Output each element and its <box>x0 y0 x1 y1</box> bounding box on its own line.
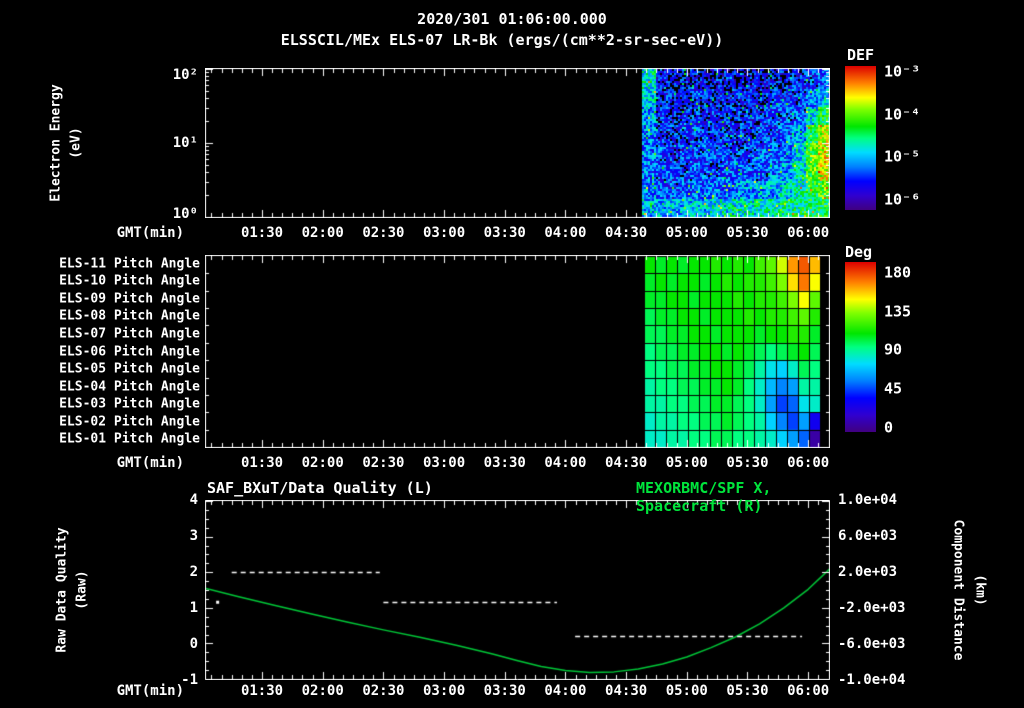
x-tick-label: 02:00 <box>301 455 344 471</box>
x-tick-label: 06:00 <box>787 225 830 241</box>
y-axis-title: Component Distance <box>950 519 966 661</box>
x-tick-label: 02:00 <box>301 225 344 241</box>
row-label: ELS-06 Pitch Angle <box>59 344 200 359</box>
x-axis-title: GMT(min) <box>116 455 184 471</box>
x-tick-label: 03:30 <box>483 225 526 241</box>
row-label: ELS-02 Pitch Angle <box>59 414 200 430</box>
plot-title: ELSSCIL/MEx ELS-07 LR-Bk (ergs/(cm**2-sr… <box>280 31 724 49</box>
y-axis-title: (Raw) <box>74 570 90 610</box>
bottom-panel-right-title: MEXORBMC/SPF X, Spacecraft (R) <box>636 479 772 515</box>
right-tick-label: 6.0e+03 <box>838 528 898 544</box>
x-tick-label: 05:30 <box>726 683 769 699</box>
colorbar-tick-label: 135 <box>884 302 912 321</box>
x-tick-label: 02:30 <box>362 683 405 699</box>
y-tick-label: 10¹ <box>172 135 198 151</box>
x-tick-label: 03:30 <box>483 455 526 471</box>
x-tick-label: 04:30 <box>605 225 648 241</box>
colorbar-tick-label: 90 <box>884 340 903 359</box>
colorbar-tick-label: 10⁻⁴ <box>884 105 921 124</box>
x-tick-label: 04:00 <box>544 225 587 241</box>
left-tick-label: 2 <box>189 564 198 580</box>
deg-colorbar <box>845 262 876 432</box>
x-tick-label: 03:30 <box>483 683 526 699</box>
x-tick-label: 06:00 <box>787 455 830 471</box>
left-tick-label: 0 <box>189 636 198 652</box>
x-axis-title: GMT(min) <box>116 225 184 241</box>
row-label: ELS-05 Pitch Angle <box>59 361 200 377</box>
x-tick-label: 04:00 <box>544 455 587 471</box>
left-tick-label: 4 <box>189 492 198 508</box>
colorbar-tick-label: 180 <box>884 263 912 282</box>
row-label: ELS-09 Pitch Angle <box>59 291 200 307</box>
x-axis-title: GMT(min) <box>116 683 184 699</box>
x-tick-label: 03:00 <box>422 225 466 241</box>
line-plot-canvas <box>205 500 830 680</box>
pitch-angle-canvas <box>205 255 830 448</box>
y-tick-label: 10⁰ <box>172 206 198 222</box>
colorbar-tick-label: 10⁻⁵ <box>884 147 921 166</box>
right-tick-label: 1.0e+04 <box>838 492 898 508</box>
right-tick-label: -6.0e+03 <box>838 636 906 652</box>
right-tick-label: -2.0e+03 <box>838 600 906 616</box>
x-tick-label: 05:30 <box>726 225 769 241</box>
row-label: ELS-03 Pitch Angle <box>59 396 200 412</box>
right-tick-label: -1.0e+04 <box>838 672 906 688</box>
x-tick-label: 06:00 <box>787 683 830 699</box>
x-tick-label: 05:30 <box>726 455 769 471</box>
y-axis-title: Raw Data Quality <box>54 527 70 653</box>
colorbar-def-title: DEF <box>847 46 875 64</box>
colorbar-tick-label: 45 <box>884 379 903 398</box>
colorbar-tick-label: 0 <box>884 418 894 437</box>
def-colorbar <box>845 66 876 210</box>
left-tick-label: -1 <box>181 672 198 688</box>
row-label: ELS-01 Pitch Angle <box>59 431 200 447</box>
x-tick-label: 03:00 <box>422 683 466 699</box>
x-tick-label: 02:30 <box>362 225 405 241</box>
x-tick-label: 04:30 <box>605 683 648 699</box>
datetime-title: 2020/301 01:06:00.000 <box>417 10 607 28</box>
colorbar-deg-title: Deg <box>845 243 873 261</box>
x-tick-label: 05:00 <box>665 455 708 471</box>
y-axis-title: Electron Energy <box>48 84 64 202</box>
left-tick-label: 1 <box>189 600 198 616</box>
row-label: ELS-11 Pitch Angle <box>59 256 200 272</box>
row-label: ELS-07 Pitch Angle <box>59 326 200 342</box>
x-tick-label: 01:30 <box>240 455 284 471</box>
x-tick-label: 02:30 <box>362 455 405 471</box>
row-label: ELS-08 Pitch Angle <box>59 308 200 324</box>
colorbar-tick-label: 10⁻⁶ <box>884 190 921 209</box>
x-tick-label: 05:00 <box>665 683 708 699</box>
right-tick-label: 2.0e+03 <box>838 564 898 580</box>
y-axis-title: (eV) <box>68 127 84 159</box>
colorbar-tick-label: 10⁻³ <box>884 62 921 81</box>
x-tick-label: 01:30 <box>240 683 284 699</box>
left-tick-label: 3 <box>189 528 198 544</box>
row-label: ELS-04 Pitch Angle <box>59 379 200 395</box>
y-axis-title: (km) <box>972 574 988 606</box>
x-tick-label: 02:00 <box>301 683 344 699</box>
bottom-panel-left-title: SAF_BXuT/Data Quality (L) <box>207 479 433 497</box>
x-tick-label: 03:00 <box>422 455 466 471</box>
row-label: ELS-10 Pitch Angle <box>59 273 200 289</box>
energy-spectrogram-canvas <box>205 68 830 218</box>
y-tick-label: 10² <box>172 67 198 83</box>
x-tick-label: 01:30 <box>240 225 284 241</box>
x-tick-label: 04:30 <box>605 455 648 471</box>
x-tick-label: 04:00 <box>544 683 587 699</box>
x-tick-label: 05:00 <box>665 225 708 241</box>
